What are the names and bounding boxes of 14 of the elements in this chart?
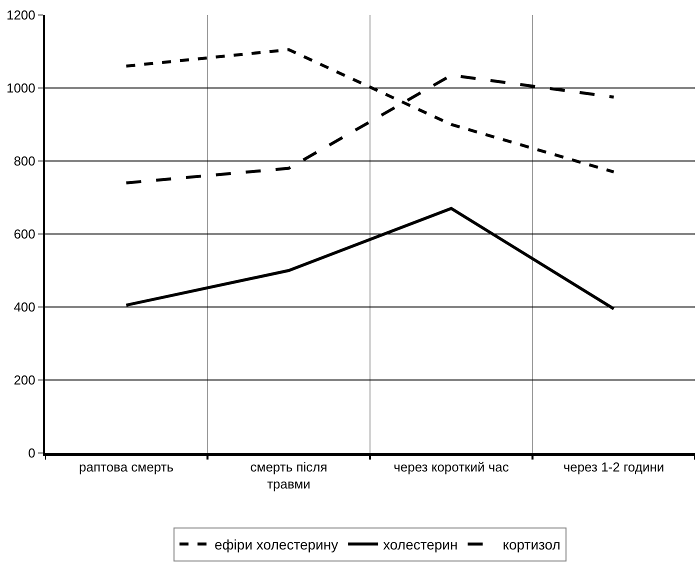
y-tick-label: 400 [14,300,36,315]
legend-label: кортизол [502,536,560,553]
legend-label: холестерин [383,536,458,553]
y-tick-label: 1200 [6,8,36,23]
x-tick-label: через короткий час [394,460,510,475]
x-tick-label: раптова смерть [79,460,174,475]
y-tick-label: 0 [28,446,36,461]
y-tick-label: 200 [14,372,36,388]
y-tick-label: 800 [14,154,36,169]
x-tick-label: через 1-2 години [563,460,664,475]
y-tick-label: 1000 [6,80,36,96]
x-tick-label: смерть після травми [250,460,328,492]
legend-label: ефіри холестерину [214,536,338,553]
y-tick-label: 600 [14,226,36,242]
